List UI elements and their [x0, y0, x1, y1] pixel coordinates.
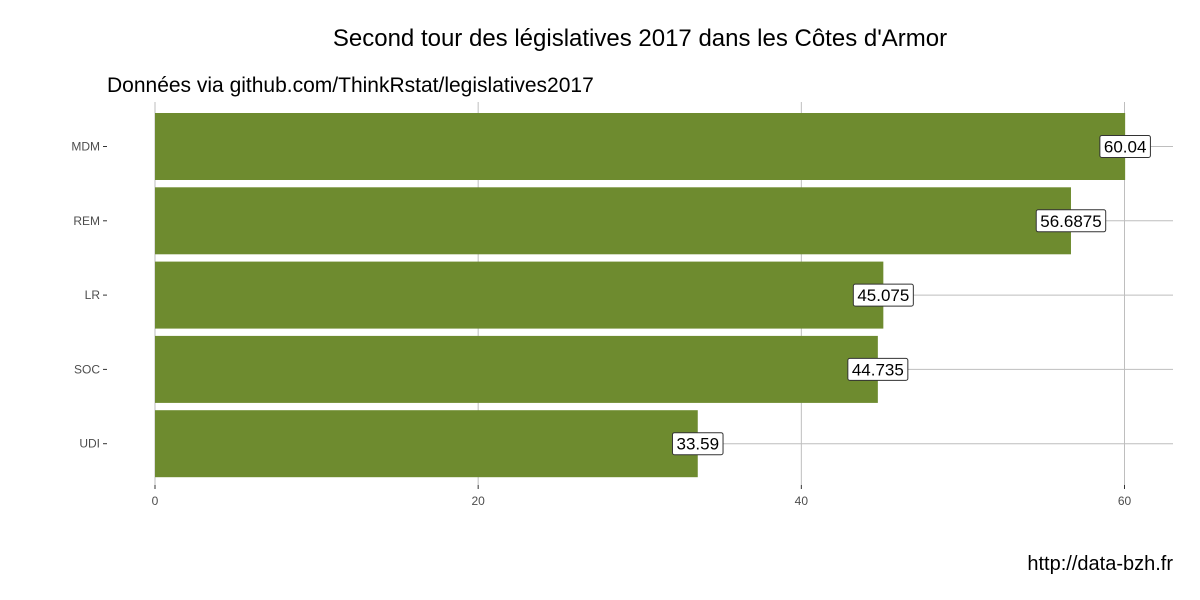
- data-label-text: 56.6875: [1040, 212, 1101, 231]
- x-axis: 0 20 40 60: [152, 485, 1132, 508]
- data-label-box: [852, 283, 914, 307]
- bar-udi: [155, 410, 698, 478]
- bar-rem: [155, 187, 1071, 255]
- y-tick-label-lr: LR: [85, 288, 101, 302]
- data-label-text: 33.59: [676, 435, 719, 454]
- data-label-text: 45.075: [857, 286, 909, 305]
- data-label-rem: 56.6875: [1035, 209, 1107, 233]
- y-tick-label-soc: SOC: [74, 362, 100, 376]
- data-label-mdm: 60.04: [1099, 135, 1151, 158]
- bar-lr: [155, 261, 884, 329]
- data-label-text: 44.735: [852, 360, 904, 379]
- y-axis: MDM REM LR SOC UDI: [71, 140, 107, 451]
- data-labels: 60.04 56.6875 45.075 44.735 33.59: [671, 135, 1151, 456]
- data-label-udi: 33.59: [671, 432, 724, 456]
- x-tick-label-20: 20: [471, 494, 485, 508]
- data-label-lr: 45.075: [852, 283, 914, 307]
- x-tick-label-40: 40: [795, 494, 809, 508]
- chart-subtitle: Données via github.com/ThinkRstat/legisl…: [107, 74, 594, 97]
- bar-soc: [155, 335, 878, 403]
- data-label-soc: 44.735: [847, 357, 909, 381]
- chart-caption: http://data-bzh.fr: [1027, 553, 1173, 575]
- data-label-box: [671, 432, 724, 456]
- x-tick-label-0: 0: [152, 494, 159, 508]
- data-label-box: [1099, 135, 1151, 158]
- data-label-box: [847, 357, 909, 381]
- y-tick-label-rem: REM: [73, 214, 100, 228]
- bars: [155, 113, 1126, 478]
- y-tick-label-mdm: MDM: [71, 140, 100, 154]
- y-tick-label-udi: UDI: [79, 437, 100, 451]
- data-label-text: 60.04: [1104, 138, 1147, 157]
- chart-title: Second tour des législatives 2017 dans l…: [333, 25, 947, 52]
- bar-mdm: [155, 113, 1126, 180]
- x-tick-label-60: 60: [1118, 494, 1132, 508]
- data-label-box: [1035, 209, 1107, 233]
